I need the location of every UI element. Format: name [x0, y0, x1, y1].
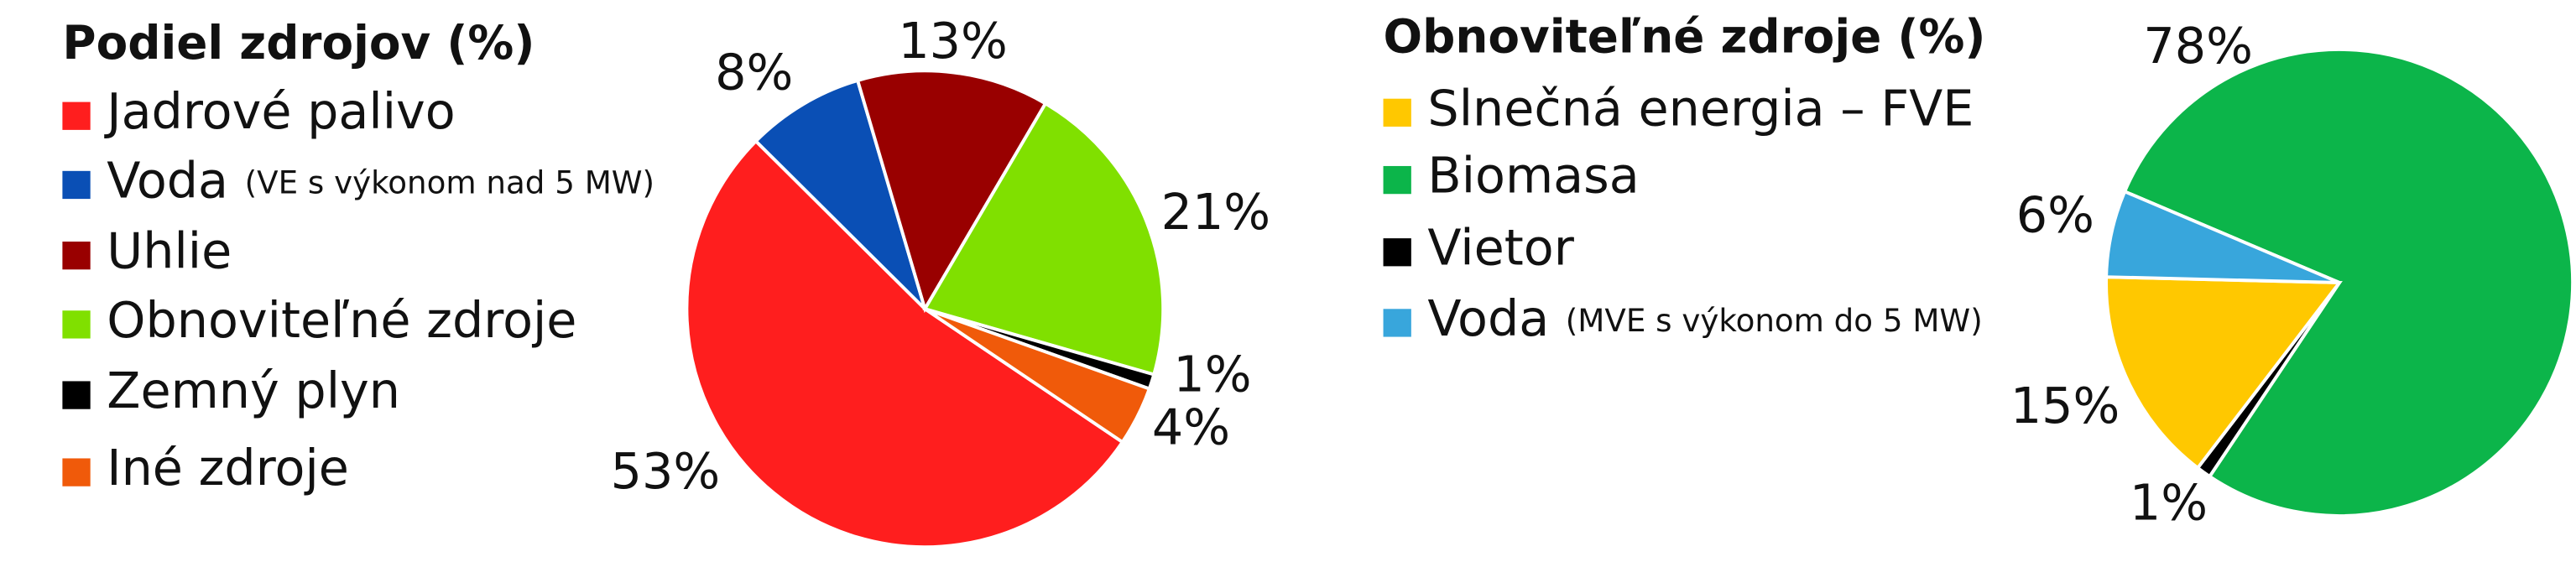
legend-text: Jadrové palivo — [103, 82, 455, 140]
legend-swatch — [1383, 309, 1411, 337]
legend-label: Biomasa — [1427, 147, 1639, 205]
pie-slice — [855, 69, 1048, 314]
legend-swatch — [1383, 165, 1411, 195]
legend-swatch — [62, 310, 91, 339]
legend-swatch — [62, 458, 91, 487]
legend-text: Slnečná energia – FVE — [1427, 79, 1974, 137]
legend-label: Voda (MVE s výkonom do 5 MW) — [1427, 289, 1982, 347]
value-label: 53% — [611, 442, 721, 500]
legend-label: Obnoviteľné zdroje — [107, 291, 576, 349]
pie-slice — [754, 78, 927, 310]
legend-swatch — [62, 242, 91, 270]
value-label: 1% — [1173, 346, 1251, 403]
chart-title: Podiel zdrojov (%) — [62, 16, 534, 70]
pie-slice — [2122, 48, 2575, 518]
legend-label: Zemný plyn — [107, 362, 400, 419]
legend-text: Vietor — [1427, 219, 1574, 277]
value-label: 1% — [2130, 473, 2208, 531]
legend-text: Voda — [107, 152, 228, 210]
chart-title: Obnoviteľné zdroje (%) — [1384, 9, 1986, 63]
legend-swatch — [62, 101, 91, 130]
pie-slice — [2104, 275, 2343, 471]
legend-label: Vietor — [1427, 219, 1574, 277]
pie-slice — [922, 101, 1165, 377]
value-label: 15% — [2010, 377, 2120, 435]
legend-text: Uhlie — [107, 222, 232, 280]
value-label: 21% — [1161, 183, 1271, 241]
legend-label: Jadrové palivo — [103, 82, 455, 140]
legend-text: Obnoviteľné zdroje — [107, 291, 576, 349]
legend-swatch — [62, 170, 91, 200]
legend-label: Uhlie — [107, 222, 232, 280]
legend-swatch — [1383, 238, 1411, 267]
value-label: 13% — [898, 12, 1008, 70]
legend-swatch — [1383, 98, 1411, 127]
legend-label: Slnečná energia – FVE — [1427, 79, 1974, 137]
legend-note: (MVE s výkonom do 5 MW) — [1566, 301, 1983, 338]
value-label: 4% — [1152, 398, 1230, 455]
legend-text: Biomasa — [1427, 147, 1639, 205]
pie-slice — [2104, 189, 2340, 284]
legend-text: Voda — [1427, 289, 1549, 347]
pie-slice — [685, 138, 1125, 549]
value-label: 6% — [2016, 186, 2094, 244]
legend-label: Iné zdroje — [107, 439, 349, 497]
value-label: 8% — [715, 43, 793, 101]
pie-slice — [924, 307, 1152, 445]
value-label: 78% — [2143, 17, 2253, 75]
legend-label: Voda (VE s výkonom nad 5 MW) — [107, 152, 654, 210]
legend-text: Zemný plyn — [107, 362, 400, 419]
legend-text: Iné zdroje — [107, 439, 349, 497]
legend-swatch — [62, 381, 91, 409]
legend-note: (VE s výkonom nad 5 MW) — [245, 164, 654, 200]
